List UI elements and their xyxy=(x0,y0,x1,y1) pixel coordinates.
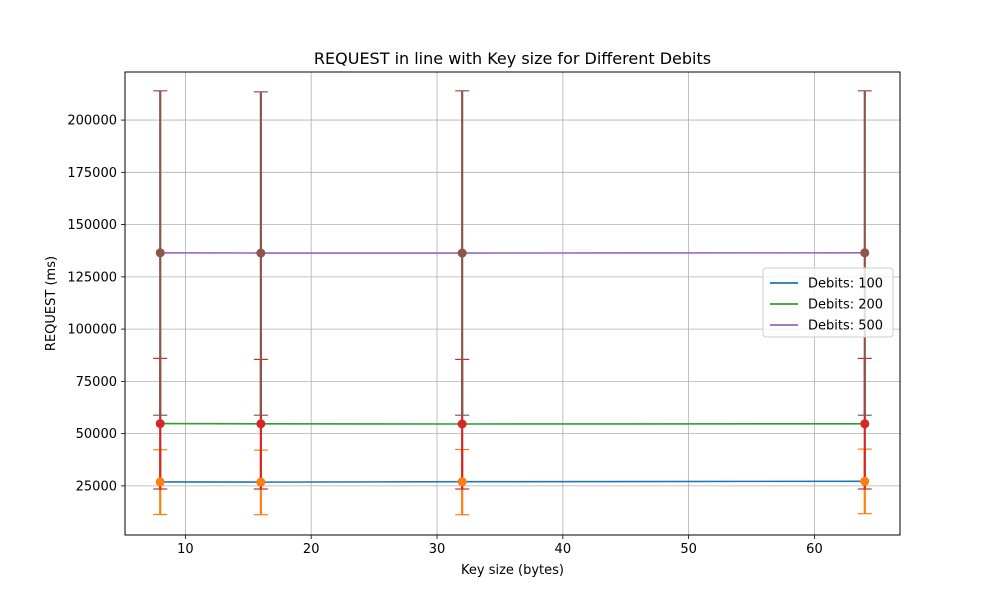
legend-label: Debits: 500 xyxy=(808,319,883,334)
data-point xyxy=(457,419,467,429)
data-point xyxy=(155,419,165,429)
data-point xyxy=(457,248,467,258)
y-tick-label: 175000 xyxy=(67,166,117,181)
data-point xyxy=(155,477,165,487)
y-tick-label: 100000 xyxy=(67,323,117,338)
x-tick-label: 20 xyxy=(303,542,320,557)
x-tick-label: 40 xyxy=(555,542,572,557)
axis-ticks: 10 20 30 40 50 60 25000 50000 75000 100000 125000 1… xyxy=(67,114,822,557)
x-tick-label: 50 xyxy=(680,542,697,557)
data-point xyxy=(860,419,870,429)
data-point xyxy=(457,477,467,487)
legend-label: Debits: 200 xyxy=(808,298,883,313)
data-point xyxy=(256,419,266,429)
series-line xyxy=(160,480,865,483)
data-point xyxy=(860,248,870,258)
y-axis-label: REQUEST (ms) xyxy=(44,256,59,351)
y-tick-label: 125000 xyxy=(67,270,117,285)
plot-frame xyxy=(124,71,901,536)
series-lines xyxy=(160,252,865,483)
y-tick-label: 150000 xyxy=(67,218,117,233)
legend-label: Debits: 100 xyxy=(808,277,883,292)
x-tick-label: 30 xyxy=(429,542,446,557)
x-tick-label: 60 xyxy=(806,542,823,557)
data-point xyxy=(155,248,165,258)
x-tick-label: 10 xyxy=(177,542,194,557)
data-point xyxy=(860,476,870,486)
data-point xyxy=(256,248,266,258)
data-point xyxy=(256,477,266,487)
y-tick-label: 25000 xyxy=(76,479,117,494)
markers xyxy=(155,248,870,487)
y-tick-label: 200000 xyxy=(67,114,117,129)
legend-box xyxy=(762,267,894,338)
legend: Debits: 100 Debits: 200 Debits: 500 xyxy=(762,267,894,338)
y-tick-label: 75000 xyxy=(76,375,117,390)
y-tick-label: 50000 xyxy=(76,427,117,442)
x-axis-label: Key size (bytes) xyxy=(461,563,564,578)
chart-title: REQUEST in line with Key size for Differ… xyxy=(314,49,711,68)
